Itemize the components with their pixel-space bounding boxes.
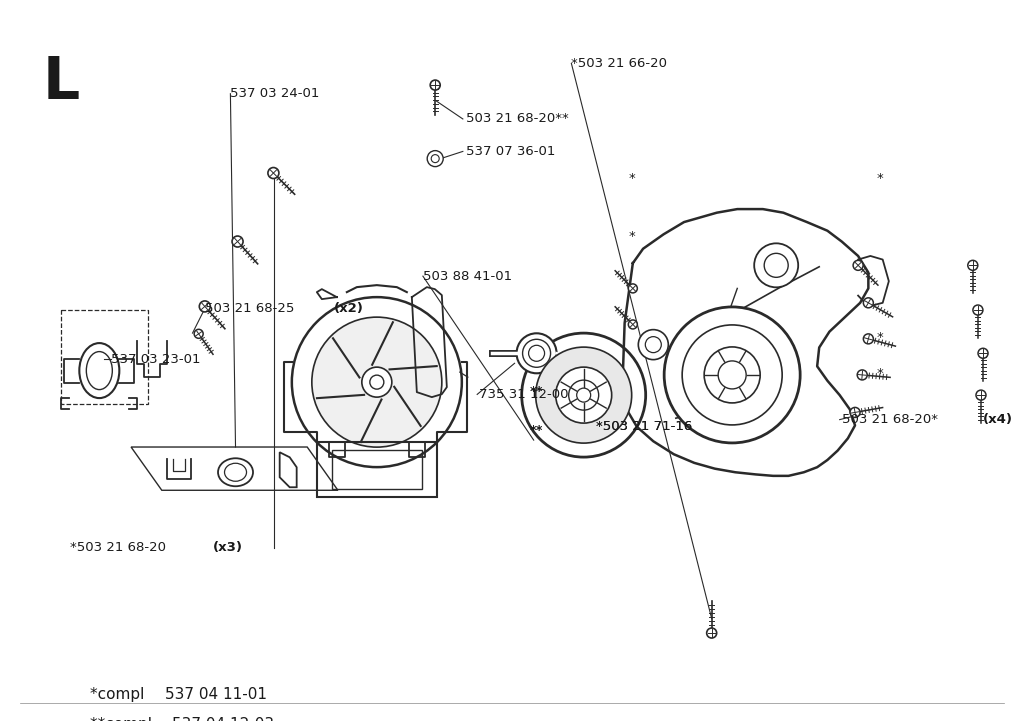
Text: **: ** bbox=[529, 385, 543, 398]
Text: *: * bbox=[877, 172, 884, 185]
Text: **: ** bbox=[529, 385, 543, 398]
Text: (x4): (x4) bbox=[983, 413, 1013, 426]
Circle shape bbox=[430, 80, 440, 90]
Circle shape bbox=[645, 337, 662, 353]
Bar bbox=[332, 450, 422, 489]
Circle shape bbox=[431, 154, 439, 163]
Text: **compl: **compl bbox=[90, 717, 157, 721]
Text: L: L bbox=[43, 54, 80, 111]
Text: 537 04 12-03: 537 04 12-03 bbox=[172, 717, 274, 721]
Circle shape bbox=[857, 370, 867, 380]
Circle shape bbox=[521, 333, 646, 457]
Text: 537 03 23-01: 537 03 23-01 bbox=[111, 353, 200, 366]
Circle shape bbox=[528, 345, 545, 361]
Bar bbox=[61, 310, 148, 404]
Circle shape bbox=[292, 297, 462, 467]
Text: 503 88 41-01: 503 88 41-01 bbox=[423, 270, 512, 283]
Circle shape bbox=[568, 380, 599, 410]
Text: 503 21 68-20*: 503 21 68-20* bbox=[842, 413, 942, 426]
Circle shape bbox=[556, 367, 611, 423]
Text: *compl: *compl bbox=[90, 687, 150, 702]
Text: *503 21 68-20: *503 21 68-20 bbox=[70, 541, 170, 554]
Text: **: ** bbox=[529, 424, 543, 437]
Circle shape bbox=[536, 347, 632, 443]
Text: (x2): (x2) bbox=[334, 302, 364, 315]
Circle shape bbox=[705, 347, 760, 403]
Text: (x3): (x3) bbox=[213, 541, 243, 554]
Circle shape bbox=[682, 325, 782, 425]
Circle shape bbox=[665, 307, 800, 443]
Circle shape bbox=[312, 317, 441, 447]
Circle shape bbox=[370, 375, 384, 389]
Text: *503 21 71-16: *503 21 71-16 bbox=[596, 420, 692, 433]
Circle shape bbox=[516, 333, 557, 373]
Circle shape bbox=[764, 253, 788, 278]
Circle shape bbox=[850, 407, 860, 417]
Text: *: * bbox=[877, 367, 884, 380]
Circle shape bbox=[976, 390, 986, 400]
Text: 735 31 12-00: 735 31 12-00 bbox=[479, 388, 568, 401]
Bar bbox=[316, 442, 437, 497]
Circle shape bbox=[522, 340, 551, 367]
Text: *: * bbox=[877, 331, 884, 344]
Text: 503 21 68-25: 503 21 68-25 bbox=[205, 302, 298, 315]
Circle shape bbox=[629, 284, 637, 293]
Circle shape bbox=[232, 236, 243, 247]
Text: *: * bbox=[629, 230, 636, 243]
Circle shape bbox=[427, 151, 443, 167]
Circle shape bbox=[361, 367, 392, 397]
Circle shape bbox=[577, 388, 591, 402]
Text: 503 21 68-20**: 503 21 68-20** bbox=[466, 112, 568, 125]
Text: **: ** bbox=[529, 424, 543, 437]
Text: 537 04 11-01: 537 04 11-01 bbox=[165, 687, 267, 702]
Circle shape bbox=[978, 348, 988, 358]
Circle shape bbox=[629, 320, 637, 329]
Text: 537 03 24-01: 537 03 24-01 bbox=[230, 87, 319, 100]
Circle shape bbox=[707, 628, 717, 638]
Text: *503 21 66-20: *503 21 66-20 bbox=[571, 57, 668, 70]
Circle shape bbox=[853, 260, 863, 270]
Circle shape bbox=[268, 167, 279, 179]
Circle shape bbox=[638, 329, 669, 360]
Circle shape bbox=[200, 301, 210, 312]
Text: *: * bbox=[629, 172, 636, 185]
Circle shape bbox=[973, 305, 983, 315]
Circle shape bbox=[863, 334, 873, 344]
Circle shape bbox=[195, 329, 203, 338]
Circle shape bbox=[718, 361, 746, 389]
Circle shape bbox=[863, 298, 873, 308]
Circle shape bbox=[968, 260, 978, 270]
Text: *503 21 71-16: *503 21 71-16 bbox=[596, 420, 692, 433]
Text: 537 07 36-01: 537 07 36-01 bbox=[466, 145, 555, 158]
Circle shape bbox=[755, 243, 798, 288]
